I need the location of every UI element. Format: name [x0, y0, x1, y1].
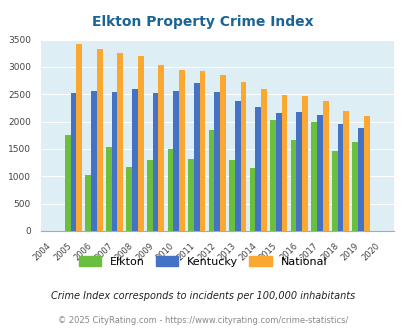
Bar: [322, 101, 328, 231]
Bar: [337, 124, 343, 231]
Bar: [281, 95, 287, 231]
Bar: [357, 128, 363, 231]
Bar: [167, 149, 173, 231]
Bar: [138, 56, 143, 231]
Bar: [234, 101, 240, 231]
Bar: [173, 91, 179, 231]
Text: Elkton Property Crime Index: Elkton Property Crime Index: [92, 15, 313, 29]
Bar: [269, 120, 275, 231]
Text: Crime Index corresponds to incidents per 100,000 inhabitants: Crime Index corresponds to incidents per…: [51, 291, 354, 301]
Bar: [255, 107, 260, 231]
Bar: [228, 160, 234, 231]
Bar: [117, 53, 123, 231]
Bar: [260, 89, 266, 231]
Bar: [76, 44, 82, 231]
Bar: [240, 82, 246, 231]
Bar: [85, 175, 91, 231]
Bar: [65, 135, 70, 231]
Bar: [106, 147, 111, 231]
Bar: [91, 91, 97, 231]
Bar: [111, 92, 117, 231]
Bar: [179, 70, 184, 231]
Bar: [158, 65, 164, 231]
Bar: [311, 122, 316, 231]
Bar: [301, 96, 307, 231]
Bar: [193, 83, 199, 231]
Bar: [363, 115, 369, 231]
Text: © 2025 CityRating.com - https://www.cityrating.com/crime-statistics/: © 2025 CityRating.com - https://www.city…: [58, 316, 347, 325]
Bar: [126, 167, 132, 231]
Bar: [275, 113, 281, 231]
Bar: [296, 112, 301, 231]
Bar: [188, 159, 193, 231]
Bar: [249, 168, 255, 231]
Bar: [70, 93, 76, 231]
Bar: [132, 89, 138, 231]
Bar: [343, 111, 348, 231]
Bar: [97, 49, 102, 231]
Legend: Elkton, Kentucky, National: Elkton, Kentucky, National: [79, 256, 326, 267]
Bar: [316, 115, 322, 231]
Bar: [352, 142, 357, 231]
Bar: [220, 75, 225, 231]
Bar: [199, 71, 205, 231]
Bar: [290, 140, 296, 231]
Bar: [208, 130, 214, 231]
Bar: [331, 151, 337, 231]
Bar: [147, 160, 152, 231]
Bar: [152, 93, 158, 231]
Bar: [214, 91, 220, 231]
